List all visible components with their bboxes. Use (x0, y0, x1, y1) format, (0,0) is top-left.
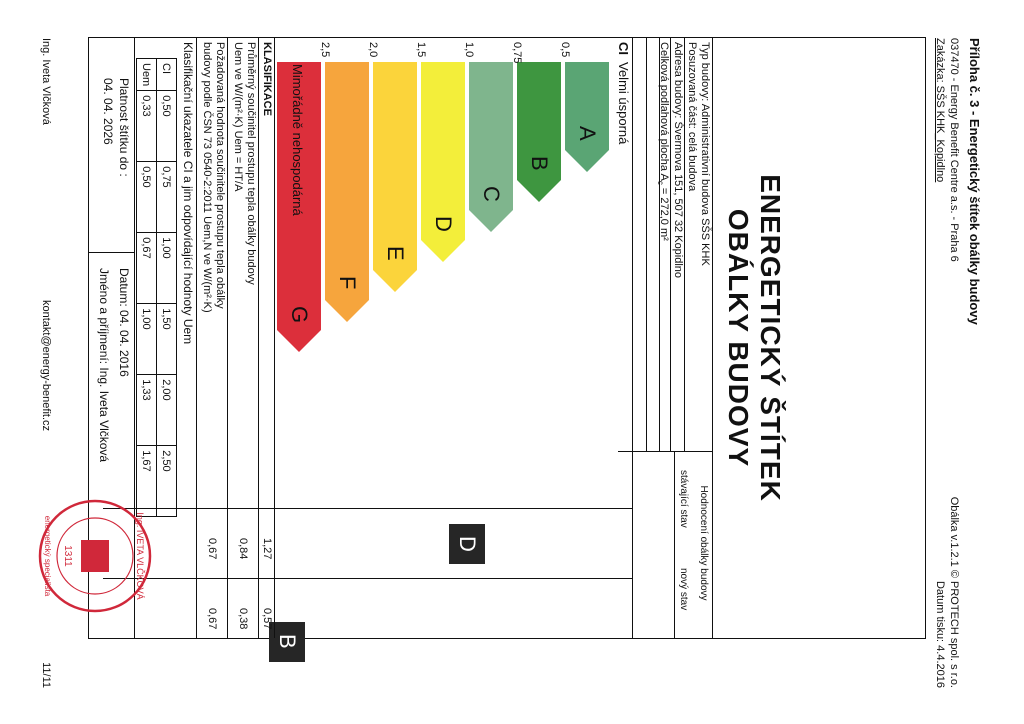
energy-class-letter: G (287, 306, 312, 324)
footer-contact: kontakt@energy-benefit.cz (40, 300, 52, 432)
building-type: Typ budovy: Administrativní budova SŠS K… (699, 42, 711, 266)
specialist-stamp: Ing. IVETA VLČKOVÁ energetický specialis… (38, 499, 152, 613)
energy-class-bar-f: F (325, 62, 369, 322)
energy-class-bar-b: B (517, 62, 561, 202)
class-table-ci-cell: 2,00 (156, 374, 177, 446)
ci-tick-label: 1,5 (415, 42, 427, 58)
stamp-ring-text: energetický specialista (43, 516, 52, 597)
class-table-ci-cell: 0,75 (156, 161, 177, 233)
energy-class-letter: F (335, 276, 360, 290)
class-table: CI 0,50 0,75 1,00 1,50 2,00 2,50 Uem 0,33 0,50 0,… (136, 58, 177, 517)
klasifikace-heading: KLASIFIKACE (261, 42, 273, 116)
new-class-letter: B (275, 634, 300, 649)
class-table-ci-cell: 1,50 (156, 303, 177, 375)
class-table-uem-cell: 1,00 (136, 303, 157, 375)
ci-tick-label: 2,5 (319, 42, 331, 58)
ci-tick-label: 0,75 (511, 42, 523, 64)
label-title-1: ENERGETICKÝ ŠTÍTEK (755, 174, 786, 502)
class-table-ci-label: CI (156, 58, 177, 91)
print-date: Datum tisku: 4.4.2016 (934, 580, 946, 688)
energy-class-letter: A (575, 126, 600, 141)
row-uemn: Požadovaná hodnota součinitele prostupu … (201, 42, 226, 313)
class-table-ci-cell: 2,50 (156, 445, 177, 517)
col-new-header: nový stav (678, 568, 689, 611)
class-table-ci-cell: 1,00 (156, 232, 177, 304)
ci-current: 1,27 (261, 538, 273, 560)
footer-page-number: 11/11 (40, 662, 52, 688)
energy-class-bar-c: C (469, 62, 513, 232)
uemn-new: 0,67 (206, 608, 218, 630)
energy-class-letter: B (527, 156, 552, 171)
row-uem: Průměrný součinitel prostupu tepla obálk… (232, 42, 257, 285)
current-class-marker: D (449, 524, 485, 564)
stamp-logo (81, 540, 109, 572)
ci-tick-label: 0,5 (559, 42, 571, 58)
energy-class-letter: D (431, 216, 456, 232)
scale-top-label: Velmi úsporná (616, 62, 631, 145)
uem-new: 0,38 (237, 608, 249, 630)
class-table-ci-cell: 0,50 (156, 90, 177, 162)
col-current-header: stávající stav (678, 470, 689, 528)
building-info: Typ budovy: Administrativní budova SŠS K… (653, 38, 711, 452)
signature-date: Datum: 04. 04. 2016 (117, 268, 131, 377)
class-table-uem-label: Uem (136, 58, 157, 91)
footer-author: Ing. Iveta Vlčková (40, 38, 52, 125)
energy-class-bar-e: E (373, 62, 417, 292)
class-table-uem-cell: 0,50 (136, 161, 157, 233)
building-address: Adresa budovy: Švermova 151, 507 32 Kopi… (671, 38, 685, 452)
ci-label: CI (616, 42, 631, 55)
order-line: Zakázka: SŠS KHK_Kopidlno (934, 38, 946, 183)
ci-new: 0,57 (261, 608, 273, 630)
current-class-letter: D (455, 536, 480, 552)
class-table-uem-cell: 0,33 (136, 90, 157, 162)
stamp-inner-ring (56, 517, 134, 595)
scale-bottom-label: Mimořádně nehospodárná (290, 64, 305, 216)
stamp-number: 1311 (62, 545, 73, 567)
ci-tick-label: 2,0 (367, 42, 379, 58)
uem-current: 0,84 (237, 538, 249, 560)
energy-class-letter: C (479, 186, 504, 202)
evaluation-heading: Hodnocení obálky budovy (698, 485, 709, 601)
company-line: 037470 - Energy Benefit Centre a.s. - Pr… (948, 38, 960, 262)
ci-tick-label: 1,0 (463, 42, 475, 58)
attachment-title: Příloha č. 3 - Energetický štítek obálky… (967, 38, 982, 325)
validity-date: 04. 04. 2026 (101, 78, 115, 145)
class-table-uem-cell: 1,33 (136, 374, 157, 446)
signature-name: Jméno a příjmení: Ing. Iveta Vlčková (97, 268, 111, 463)
stamp-outer-ring (38, 499, 152, 613)
software-line: Obálka v.1.2.1 © PROTECH spol. s r.o. (948, 496, 960, 688)
label-title-2: OBÁLKY BUDOVY (723, 208, 754, 468)
class-table-uem-cell: 0,67 (136, 232, 157, 304)
class-table-heading: Klasifikační ukazatele CI a jim odpovída… (181, 42, 195, 345)
stamp-name: Ing. IVETA VLČKOVÁ (135, 512, 145, 599)
label-frame: ENERGETICKÝ ŠTÍTEK OBÁLKY BUDOVY Typ bud… (38, 37, 926, 662)
energy-class-letter: E (383, 246, 408, 261)
building-part: Posuzovaná část: celá budova (686, 42, 698, 192)
energy-class-bar-d: D (421, 62, 465, 262)
energy-class-bar-a: A (565, 62, 609, 172)
building-area: Celková podlahová plocha Ac = 272,0 m² (653, 38, 671, 452)
uemn-current: 0,67 (206, 538, 218, 560)
validity-label: Platnost štítku do : (117, 78, 131, 177)
